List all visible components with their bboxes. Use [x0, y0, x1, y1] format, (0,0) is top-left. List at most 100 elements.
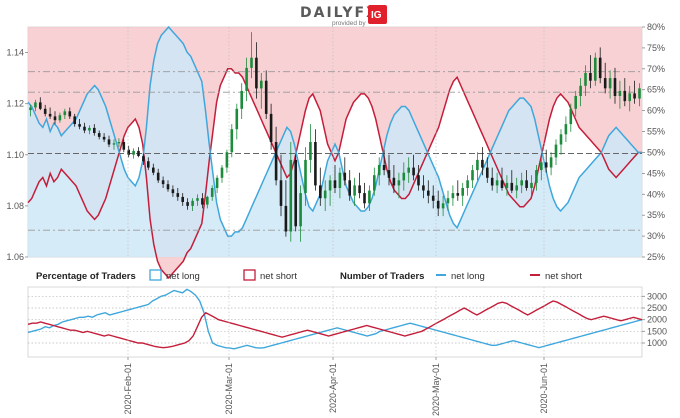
candle-body — [186, 202, 189, 206]
candle-body — [368, 190, 371, 204]
price-candle — [407, 157, 410, 183]
candle-body — [638, 88, 641, 99]
candle-body — [245, 67, 248, 91]
price-candle — [88, 125, 91, 135]
price-candle — [166, 180, 170, 192]
price-candle — [186, 198, 189, 210]
candle-body — [39, 102, 42, 109]
pct-tick-label: 65% — [647, 85, 665, 95]
price-candle — [83, 122, 86, 134]
price-candle — [594, 52, 597, 86]
candle-body — [427, 190, 430, 196]
price-candle — [471, 165, 474, 188]
candle-body — [161, 180, 165, 185]
count-tick-label: 2500 — [647, 303, 667, 313]
price-candle — [363, 182, 366, 209]
price-candle — [633, 80, 636, 104]
candle-body — [579, 85, 582, 96]
price-candle — [510, 170, 514, 194]
candle-body — [407, 167, 410, 173]
price-candle — [206, 195, 209, 209]
price-panel-axes: 1.06 1.08 1.10 1.12 1.14 25% 30% 35% 40% 45% 50% 55… — [6, 22, 665, 262]
price-candle — [589, 55, 592, 89]
pct-tick-label: 35% — [647, 210, 665, 220]
price-candle — [348, 170, 351, 201]
candle-body — [255, 57, 258, 89]
count-tick-label: 2000 — [647, 315, 667, 325]
candle-body — [584, 73, 587, 86]
candle-body — [319, 185, 322, 199]
candle-body — [191, 200, 194, 206]
candle-body — [264, 80, 268, 114]
candle-body — [554, 144, 558, 158]
candle-body — [97, 133, 101, 137]
price-candle — [112, 139, 116, 150]
price-candle — [495, 172, 499, 194]
candle-body — [107, 139, 111, 145]
price-candle — [490, 167, 494, 191]
price-candle — [456, 180, 460, 201]
price-candle — [544, 149, 548, 173]
candle-body — [594, 57, 597, 81]
candle-body — [102, 136, 106, 140]
candle-body — [598, 57, 602, 79]
price-candle — [554, 139, 558, 165]
brand-sub: provided by — [332, 20, 366, 27]
price-candle — [353, 177, 356, 206]
candle-body — [137, 150, 140, 156]
price-candle — [618, 80, 622, 109]
price-candle — [289, 142, 293, 242]
candle-body — [515, 185, 518, 191]
price-candle — [132, 148, 135, 159]
candle-body — [603, 78, 607, 89]
price-candle — [230, 124, 234, 158]
candle-body — [147, 161, 150, 168]
candle-body — [210, 188, 214, 197]
candle-body — [544, 162, 548, 168]
count-tick-label: 1000 — [647, 338, 667, 348]
price-candle — [574, 90, 577, 117]
candle-body — [481, 159, 484, 168]
price-candle — [397, 172, 401, 199]
candle-body — [152, 167, 155, 173]
pct-tick-label: 60% — [647, 106, 665, 116]
candle-body — [181, 196, 184, 202]
pct-tick-label: 75% — [647, 43, 665, 53]
price-candle — [328, 175, 332, 206]
candle-body — [633, 93, 636, 99]
price-candle — [137, 147, 140, 158]
price-candle — [39, 97, 42, 111]
price-candle — [628, 85, 631, 112]
legend-title: Number of Traders — [340, 271, 424, 282]
price-candle — [638, 83, 641, 107]
candle-body — [274, 142, 278, 181]
brand-name: DAILYFX — [300, 5, 379, 21]
candle-body — [289, 159, 293, 232]
price-candle — [294, 154, 297, 232]
price-candle — [176, 188, 180, 201]
price-candle — [314, 129, 317, 191]
price-candle — [623, 78, 627, 107]
candle-body — [338, 172, 342, 188]
price-candle — [225, 149, 229, 173]
brand-partner: IG — [371, 10, 382, 21]
price-candle — [431, 185, 435, 209]
candle-body — [304, 159, 307, 194]
price-candle — [284, 180, 288, 237]
candle-body — [446, 198, 450, 204]
candle-body — [441, 203, 445, 209]
price-candle — [68, 107, 72, 119]
price-candle — [323, 180, 327, 211]
legend-label: net short — [260, 271, 297, 282]
price-candle — [451, 185, 455, 206]
candle-body — [230, 129, 234, 153]
candle-body — [117, 142, 121, 144]
price-candle — [215, 175, 219, 194]
price-candle — [73, 113, 76, 127]
candle-body — [171, 189, 175, 194]
net-short-pct-line — [27, 68, 642, 280]
pct-tick-label: 45% — [647, 168, 665, 178]
candle-body — [58, 115, 62, 121]
price-candle — [427, 180, 430, 204]
count-tick-label: 1500 — [647, 326, 667, 336]
